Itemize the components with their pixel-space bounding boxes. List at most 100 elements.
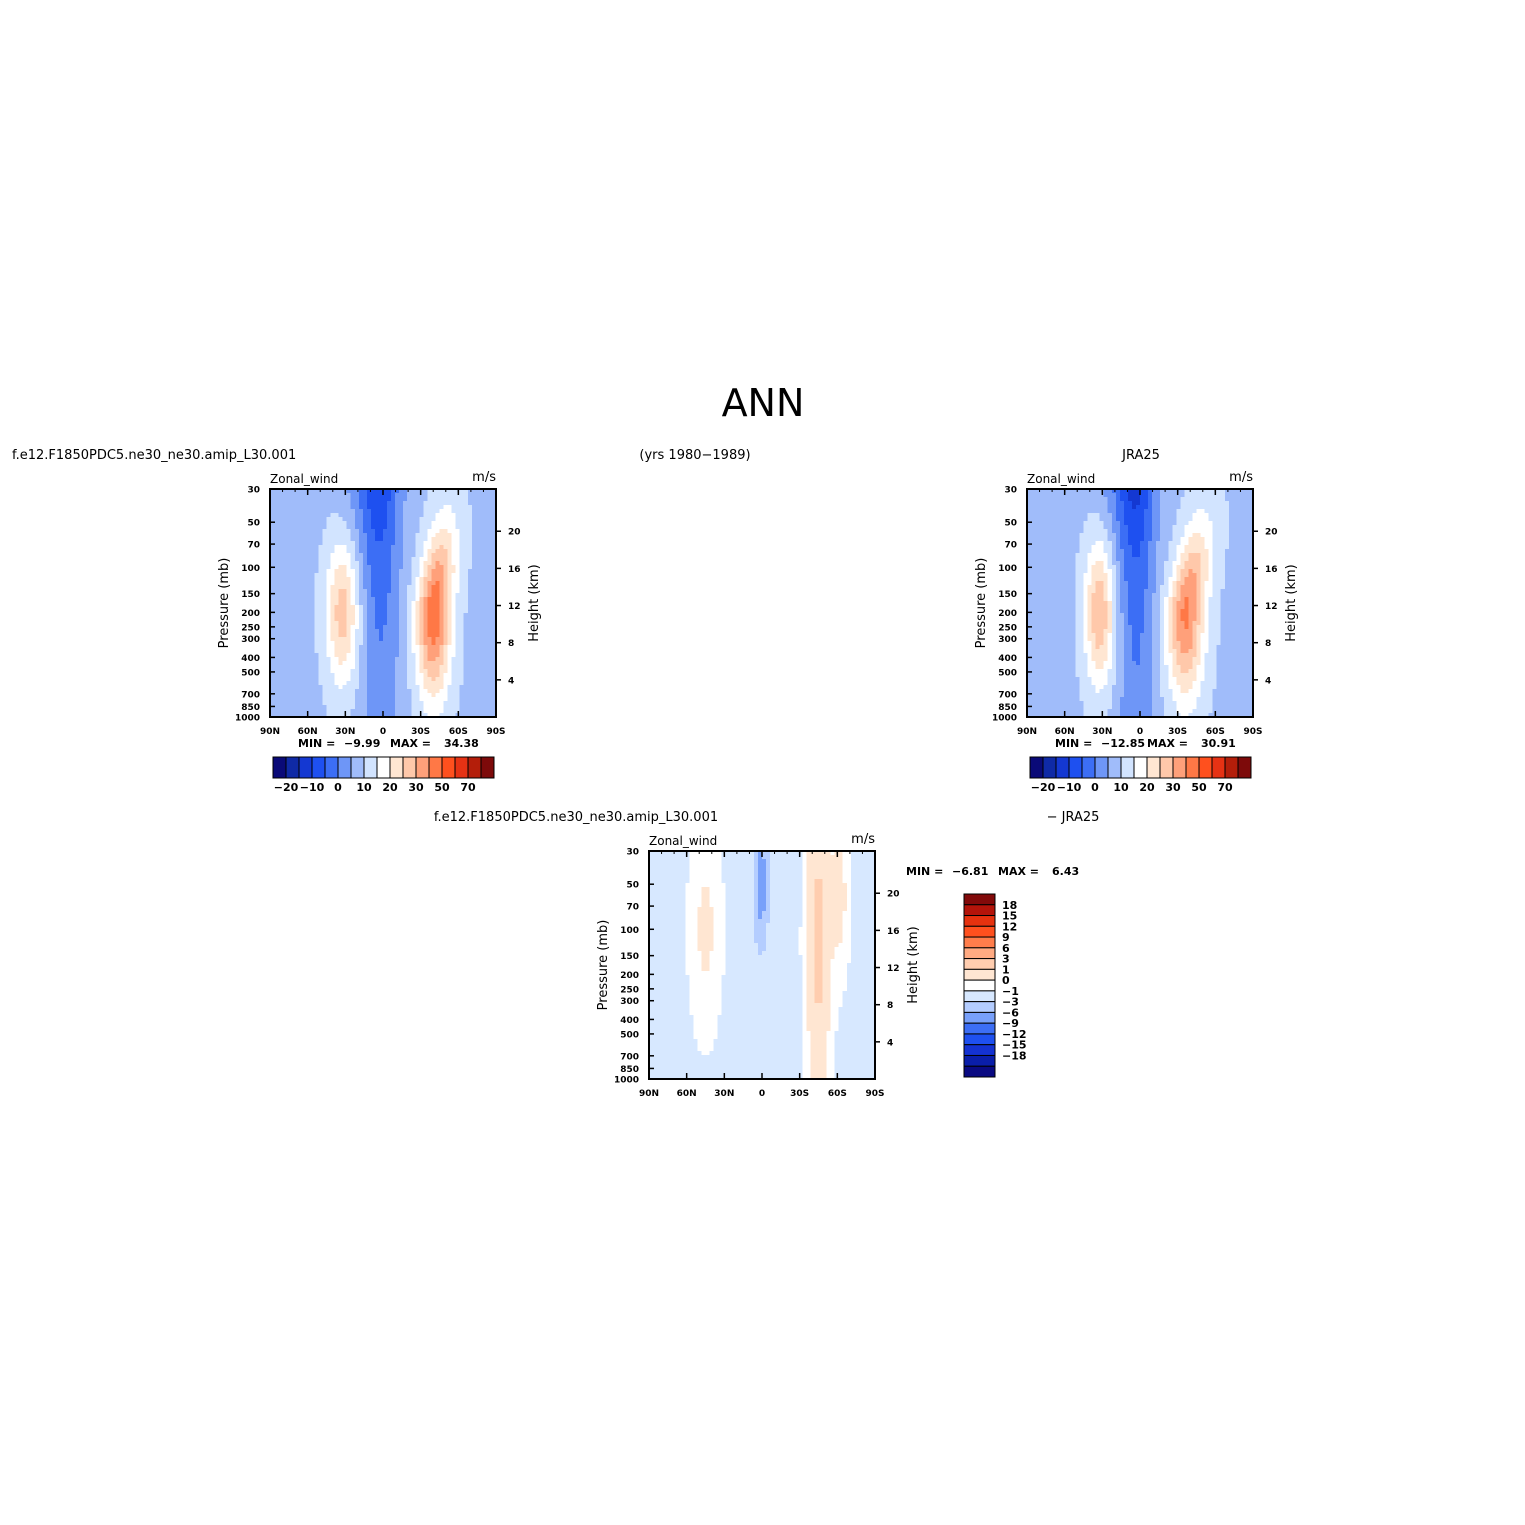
contour-cell <box>423 557 428 562</box>
contour-cell <box>1196 525 1202 530</box>
contour-cell <box>270 641 275 646</box>
contour-cell <box>322 609 328 614</box>
contour-cell <box>423 645 428 650</box>
contour-cell <box>378 609 384 614</box>
contour-cell <box>358 541 364 546</box>
contour-cell <box>455 545 461 550</box>
contour-cell <box>274 629 279 634</box>
contour-cell <box>286 505 291 510</box>
contour-cell <box>278 577 283 582</box>
contour-cell <box>1035 573 1040 578</box>
contour-cell <box>370 685 376 690</box>
contour-cell <box>294 705 299 710</box>
contour-cell <box>350 517 356 522</box>
contour-cell <box>1168 537 1173 542</box>
contour-cell <box>354 529 360 534</box>
contour-cell <box>403 593 408 598</box>
contour-cell <box>387 573 392 578</box>
contour-cell <box>354 505 360 510</box>
contour-cell <box>270 553 275 558</box>
contour-cell <box>383 505 388 510</box>
contour-cell <box>1075 525 1081 530</box>
contour-cell <box>383 605 388 610</box>
contour-cell <box>403 629 408 634</box>
contour-cell <box>374 649 380 654</box>
contour-cell <box>362 517 368 522</box>
contour-cell <box>350 641 356 646</box>
contour-cell <box>411 713 416 718</box>
contour-cell <box>427 521 433 526</box>
contour-cell <box>1075 489 1081 494</box>
contour-cell <box>366 577 372 582</box>
contour-cell <box>1144 573 1149 578</box>
contour-cell <box>326 637 332 642</box>
contour-cell <box>1204 509 1210 514</box>
contour-cell <box>1248 513 1254 518</box>
contour-cell <box>479 709 485 714</box>
contour-cell <box>427 673 433 678</box>
contour-cell <box>1031 553 1036 558</box>
contour-cell <box>427 577 433 582</box>
contour-cell <box>1035 549 1040 554</box>
contour-cell <box>1087 601 1093 606</box>
contour-cell <box>399 501 404 506</box>
contour-cell <box>475 669 481 674</box>
contour-cell <box>1035 589 1040 594</box>
contour-cell <box>1152 549 1157 554</box>
contour-cell <box>1220 505 1226 510</box>
contour-cell <box>483 701 489 706</box>
contour-cell <box>447 573 453 578</box>
contour-cell <box>1091 597 1097 602</box>
contour-cell <box>435 621 441 626</box>
contour-cell <box>403 509 408 514</box>
contour-cell <box>1027 553 1032 558</box>
contour-cell <box>1184 493 1190 498</box>
contour-cell <box>1079 557 1085 562</box>
contour-cell <box>302 493 307 498</box>
contour-cell <box>1063 533 1068 538</box>
contour-cell <box>403 561 408 566</box>
contour-cell <box>1071 493 1077 498</box>
contour-cell <box>475 697 481 702</box>
contour-cell <box>1232 593 1238 598</box>
contour-cell <box>346 589 352 594</box>
contour-cell <box>1135 493 1141 498</box>
contour-cell <box>1111 509 1117 514</box>
contour-cell <box>479 613 485 618</box>
contour-cell <box>479 629 485 634</box>
contour-cell <box>278 681 283 686</box>
contour-cell <box>483 521 489 526</box>
contour-cell <box>475 537 481 542</box>
contour-cell <box>362 685 368 690</box>
contour-cell <box>294 673 299 678</box>
contour-cell <box>479 677 485 682</box>
contour-cell <box>1176 585 1181 590</box>
contour-cell <box>1079 537 1085 542</box>
contour-cell <box>1220 605 1226 610</box>
contour-cell <box>451 513 457 518</box>
contour-cell <box>1148 573 1153 578</box>
contour-cell <box>1047 537 1052 542</box>
x-tick-label: 90N <box>260 727 280 737</box>
contour-cell <box>395 645 400 650</box>
contour-cell <box>463 601 469 606</box>
contour-cell <box>1035 497 1040 502</box>
contour-cell <box>1208 557 1214 562</box>
contour-cell <box>423 569 428 574</box>
contour-cell <box>330 689 336 694</box>
contour-cell <box>1208 493 1214 498</box>
contour-cell <box>423 709 428 714</box>
contour-cell <box>354 533 360 538</box>
contour-cell <box>374 701 380 706</box>
colorbar-swatch <box>402 756 417 779</box>
contour-cell <box>463 613 469 618</box>
contour-cell <box>407 709 412 714</box>
contour-cell <box>491 601 497 606</box>
contour-cell <box>358 613 364 618</box>
contour-cell <box>370 505 376 510</box>
contour-cell <box>387 685 392 690</box>
contour-cell <box>415 685 420 690</box>
contour-cell <box>330 709 336 714</box>
contour-cell <box>431 561 437 566</box>
contour-cell <box>362 585 368 590</box>
